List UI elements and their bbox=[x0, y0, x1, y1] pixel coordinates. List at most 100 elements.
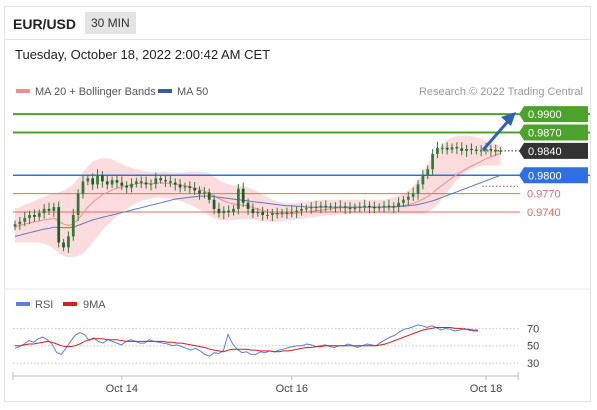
candle-body bbox=[236, 188, 240, 209]
candle-89 bbox=[445, 142, 449, 155]
ma50-line bbox=[14, 174, 501, 237]
candle-body bbox=[489, 149, 493, 151]
candle-7 bbox=[47, 202, 51, 215]
ma50-legend-swatch bbox=[158, 89, 172, 93]
candle-body bbox=[334, 207, 337, 209]
candle-body bbox=[256, 211, 260, 214]
candle-46 bbox=[236, 183, 240, 215]
candle-33 bbox=[173, 178, 177, 191]
candle-37 bbox=[193, 182, 197, 195]
candle-body bbox=[372, 207, 376, 209]
price-level-badge-0.9840 bbox=[519, 142, 588, 159]
candle-body bbox=[426, 169, 430, 176]
candle-body bbox=[474, 149, 478, 151]
candle-3 bbox=[28, 210, 31, 225]
candle-body bbox=[329, 206, 332, 208]
candle-body bbox=[431, 153, 434, 170]
candle-body bbox=[203, 192, 206, 194]
candle-body bbox=[154, 178, 158, 184]
candle-body bbox=[397, 202, 400, 208]
candle-47 bbox=[241, 182, 245, 208]
candle-92 bbox=[460, 142, 464, 156]
candle-body bbox=[62, 242, 65, 248]
candle-91 bbox=[455, 142, 459, 154]
candle-8 bbox=[52, 202, 56, 217]
candle-body bbox=[470, 149, 473, 150]
candle-body bbox=[178, 184, 182, 188]
candle-body bbox=[377, 207, 381, 209]
candle-52 bbox=[266, 208, 269, 220]
candle-body bbox=[52, 207, 56, 211]
candle-19 bbox=[105, 175, 109, 190]
candle-body bbox=[343, 206, 347, 208]
candle-87 bbox=[436, 141, 439, 159]
candle-16 bbox=[91, 173, 95, 190]
candle-body bbox=[368, 205, 371, 208]
candle-98 bbox=[489, 144, 493, 157]
candle-body bbox=[130, 183, 133, 188]
candle-23 bbox=[125, 181, 129, 194]
rsi-tick-label-50: 50 bbox=[527, 341, 539, 353]
candle-69 bbox=[348, 202, 352, 214]
price-level-badge-0.9800 bbox=[519, 167, 588, 184]
candle-79 bbox=[397, 197, 400, 212]
candle-59 bbox=[300, 203, 303, 216]
candle-25 bbox=[135, 177, 138, 188]
candle-body bbox=[319, 205, 323, 208]
candle-65 bbox=[329, 202, 332, 211]
rsi-ma-legend-swatch bbox=[63, 302, 77, 306]
candle-body bbox=[300, 208, 303, 211]
ma50-legend-label: MA 50 bbox=[177, 86, 208, 98]
x-tick-label-Oct 16: Oct 16 bbox=[276, 383, 308, 395]
ma20-legend-label: MA 20 + Bollinger Bands bbox=[35, 86, 156, 98]
candle-body bbox=[392, 206, 396, 208]
candle-18 bbox=[101, 171, 104, 188]
candle-body bbox=[120, 182, 124, 186]
price-level-label-0.9770: 0.9770 bbox=[527, 189, 561, 201]
candle-77 bbox=[387, 199, 391, 211]
candle-76 bbox=[382, 200, 386, 213]
price-level-badge-text-0.9800: 0.9800 bbox=[528, 170, 562, 182]
candle-95 bbox=[474, 145, 478, 155]
candle-38 bbox=[198, 186, 201, 200]
candle-body bbox=[450, 147, 454, 150]
candle-17 bbox=[96, 169, 99, 189]
candle-body bbox=[135, 181, 138, 184]
candle-body bbox=[149, 183, 153, 185]
candle-60 bbox=[304, 204, 308, 213]
candle-83 bbox=[416, 180, 420, 200]
candle-body bbox=[445, 147, 449, 150]
candle-24 bbox=[130, 178, 133, 193]
price-level-badge-text-0.9870: 0.9870 bbox=[528, 128, 562, 140]
rsi-tick-label-70: 70 bbox=[527, 323, 539, 335]
price-level-label-0.9740: 0.9740 bbox=[527, 207, 561, 219]
candle-body bbox=[86, 178, 90, 182]
candle-88 bbox=[440, 143, 444, 154]
candle-body bbox=[455, 147, 459, 149]
candle-body bbox=[363, 205, 366, 208]
candle-84 bbox=[421, 169, 425, 190]
candle-body bbox=[164, 180, 167, 182]
candle-68 bbox=[343, 202, 347, 214]
candle-body bbox=[18, 221, 22, 225]
candle-45 bbox=[232, 205, 235, 216]
price-level-badge-0.9900 bbox=[519, 106, 588, 123]
currency-pair-title: EUR/USD bbox=[13, 16, 77, 32]
rsi-legend-label: RSI bbox=[35, 299, 53, 311]
candle-body bbox=[304, 208, 308, 210]
candle-body bbox=[183, 186, 187, 188]
candle-body bbox=[28, 215, 31, 219]
candle-56 bbox=[285, 207, 289, 219]
candle-body bbox=[246, 202, 250, 209]
candle-5 bbox=[37, 209, 41, 221]
candle-12 bbox=[71, 208, 75, 241]
candle-49 bbox=[251, 203, 255, 219]
candle-body bbox=[125, 185, 129, 188]
candle-67 bbox=[338, 200, 342, 212]
timeframe-badge[interactable]: 30 MIN bbox=[85, 12, 136, 34]
candle-93 bbox=[465, 144, 468, 157]
candle-44 bbox=[227, 205, 231, 217]
candle-body bbox=[436, 147, 439, 154]
candle-body bbox=[416, 184, 420, 194]
